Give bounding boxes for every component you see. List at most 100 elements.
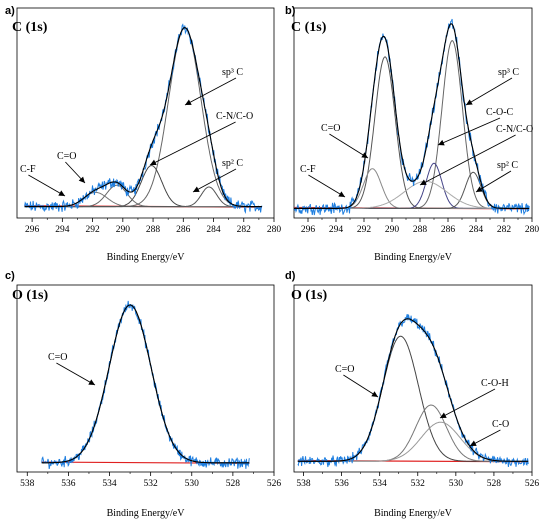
panel-title: O (1s) bbox=[12, 288, 49, 303]
annotation-arrowhead bbox=[470, 440, 477, 446]
chart-panel-d: d) O (1s) 538 536 534 532 530 528 526 Binding Ene… bbox=[285, 270, 539, 519]
plot-frame bbox=[293, 7, 533, 219]
panel-label: d) bbox=[285, 270, 296, 282]
annotation-arrowhead bbox=[338, 191, 345, 197]
x-tick-label: 284 bbox=[469, 225, 484, 235]
x-tick-label: 526 bbox=[267, 479, 282, 489]
chart-panel-c: c) O (1s) 538 536 534 532 530 528 526 Binding Ene… bbox=[5, 270, 281, 519]
annotation-arrow bbox=[439, 388, 496, 419]
annotation-arrowhead bbox=[371, 391, 378, 397]
x-tick-label: 526 bbox=[525, 479, 540, 489]
x-tick-label: 284 bbox=[206, 225, 221, 235]
panel-label: c) bbox=[5, 270, 15, 282]
x-tick-label: 288 bbox=[146, 225, 161, 235]
x-axis-label: Binding Energy/eV bbox=[107, 252, 186, 263]
component-c-f bbox=[294, 168, 530, 209]
data-trace bbox=[41, 300, 250, 469]
annotation-arrowhead bbox=[78, 176, 85, 183]
x-tick-label: 280 bbox=[525, 225, 540, 235]
x-tick-label: 532 bbox=[144, 479, 159, 489]
x-tick-label: 532 bbox=[411, 479, 426, 489]
x-tick-label: 280 bbox=[267, 225, 282, 235]
x-tick-label: 528 bbox=[487, 479, 502, 489]
annotation-arrowhead bbox=[476, 186, 483, 192]
annotation-label: sp³ C bbox=[498, 67, 519, 78]
annotation-arrowhead bbox=[150, 159, 157, 165]
annotation-arrowhead bbox=[440, 412, 447, 418]
annotation-arrowhead bbox=[361, 152, 368, 158]
annotation-label: C=O bbox=[321, 123, 341, 134]
annotation-arrowhead bbox=[438, 139, 445, 146]
annotation-label: sp² C bbox=[222, 158, 243, 169]
envelope-fit bbox=[297, 318, 529, 462]
annotation-label: C-O bbox=[492, 419, 509, 430]
annotation-label: C=O bbox=[335, 364, 355, 375]
x-axis-label: Binding Energy/eV bbox=[374, 252, 453, 263]
x-tick-label: 292 bbox=[357, 225, 372, 235]
annotation-label: C-F bbox=[300, 164, 316, 175]
annotation-arrow bbox=[149, 121, 236, 166]
annotation-arrowhead bbox=[420, 179, 427, 185]
panel-label: b) bbox=[285, 5, 296, 17]
x-tick-label: 282 bbox=[497, 225, 512, 235]
component-c-n-c-o bbox=[294, 162, 530, 209]
plot-frame bbox=[16, 284, 275, 473]
x-tick-label: 286 bbox=[176, 225, 191, 235]
x-tick-label: 290 bbox=[385, 225, 400, 235]
annotation-label: C=O bbox=[57, 151, 77, 162]
panel-title: O (1s) bbox=[291, 288, 328, 303]
annotation-arrow bbox=[184, 77, 237, 106]
panel-title: C (1s) bbox=[12, 20, 48, 35]
annotation-arrow bbox=[308, 174, 346, 198]
annotation-arrowhead bbox=[466, 99, 473, 105]
x-tick-label: 536 bbox=[334, 479, 349, 489]
envelope-fit bbox=[41, 304, 250, 464]
data-trace bbox=[297, 313, 529, 468]
annotation-label: C-F bbox=[20, 164, 36, 175]
x-tick-label: 538 bbox=[20, 479, 35, 489]
annotation-label: C-N/C-O bbox=[216, 111, 253, 122]
x-axis-label: Binding Energy/eV bbox=[107, 508, 186, 519]
x-tick-label: 296 bbox=[25, 225, 40, 235]
annotation-arrow bbox=[28, 174, 66, 197]
plot-frame bbox=[293, 284, 533, 473]
annotation-arrow bbox=[56, 362, 96, 386]
component-c-o bbox=[297, 335, 529, 462]
annotation-label: C-O-H bbox=[481, 378, 509, 389]
plot-frame bbox=[16, 7, 275, 219]
annotation-arrow bbox=[329, 133, 369, 159]
chart-panel-a: a) C (1s) 296 294 292 290 288 286 284 282 280 Bindi… bbox=[5, 5, 281, 263]
annotation-label: C-O-C bbox=[486, 107, 514, 118]
x-tick-label: 296 bbox=[301, 225, 316, 235]
chart-panel-b: b) C (1s) 296 294 292 290 288 286 284 282 280 Bindi… bbox=[285, 5, 539, 263]
x-tick-label: 528 bbox=[226, 479, 241, 489]
annotation-arrow bbox=[419, 134, 516, 186]
annotation-arrow bbox=[437, 117, 501, 146]
x-axis-label: Binding Energy/eV bbox=[374, 508, 453, 519]
x-tick-label: 282 bbox=[237, 225, 252, 235]
envelope-fit bbox=[24, 27, 262, 208]
envelope-fit bbox=[294, 23, 530, 209]
annotation-arrowhead bbox=[88, 379, 95, 385]
annotation-arrowhead bbox=[58, 190, 65, 196]
annotation-arrow bbox=[192, 168, 237, 193]
x-tick-label: 530 bbox=[185, 479, 200, 489]
x-tick-label: 292 bbox=[85, 225, 100, 235]
annotation-arrowhead bbox=[185, 99, 192, 105]
panel-label: a) bbox=[5, 5, 15, 17]
x-tick-label: 294 bbox=[55, 225, 70, 235]
annotation-label: C=O bbox=[48, 352, 68, 363]
component-c-o bbox=[41, 304, 250, 464]
x-tick-label: 534 bbox=[373, 479, 388, 489]
x-tick-label: 536 bbox=[61, 479, 76, 489]
x-tick-label: 530 bbox=[449, 479, 464, 489]
annotation-arrowhead bbox=[193, 186, 200, 192]
annotation-arrow bbox=[465, 77, 513, 106]
annotation-arrow bbox=[343, 374, 379, 398]
annotation-arrow bbox=[475, 170, 512, 193]
x-tick-label: 288 bbox=[413, 225, 428, 235]
x-tick-label: 534 bbox=[102, 479, 117, 489]
x-tick-label: 286 bbox=[441, 225, 456, 235]
x-tick-label: 538 bbox=[296, 479, 311, 489]
